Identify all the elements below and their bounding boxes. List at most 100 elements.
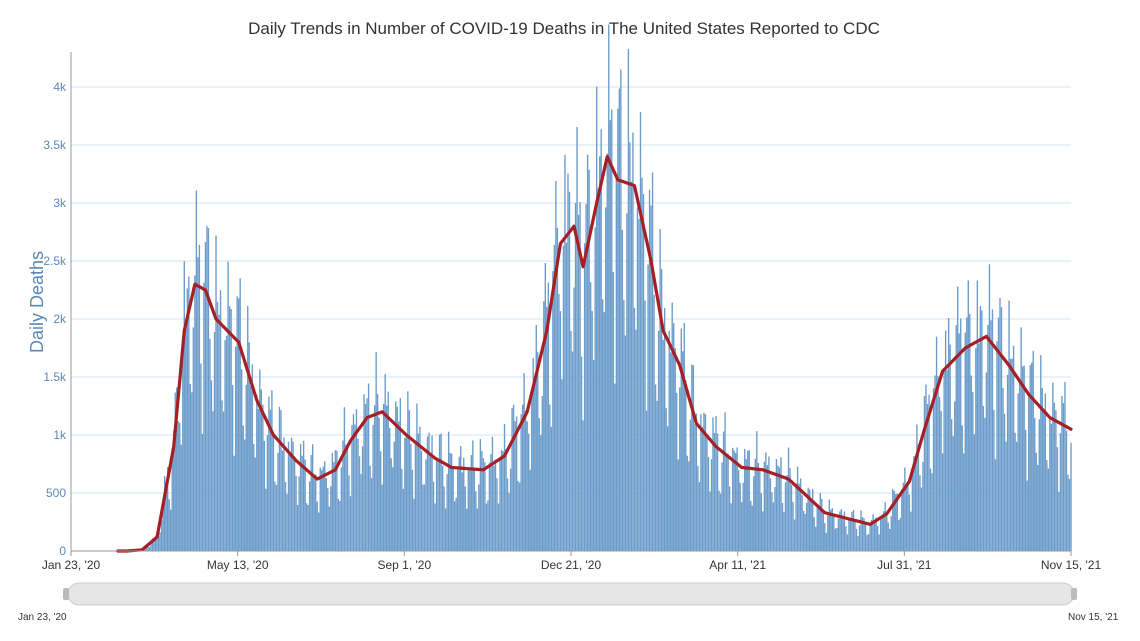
daily-bar: [772, 502, 775, 551]
daily-bar: [173, 430, 175, 551]
daily-bar: [602, 299, 604, 551]
daily-bar: [621, 230, 624, 551]
daily-bar: [1020, 327, 1022, 551]
daily-bar: [940, 410, 942, 551]
daily-bar: [179, 422, 181, 551]
daily-bar: [195, 190, 198, 551]
daily-bar: [685, 380, 687, 551]
navigator-end-label: Nov 15, '21: [1068, 612, 1119, 623]
daily-bar: [858, 525, 861, 551]
daily-bar: [836, 527, 838, 551]
daily-bar: [1064, 382, 1066, 551]
daily-bar: [396, 406, 398, 551]
daily-bar: [946, 369, 948, 551]
daily-bar: [189, 384, 192, 551]
daily-bar: [762, 511, 764, 551]
daily-bar: [216, 302, 219, 551]
daily-bar: [709, 491, 711, 551]
daily-bar: [191, 392, 193, 551]
daily-bar: [463, 457, 465, 551]
daily-bar: [210, 380, 213, 551]
daily-bar: [1059, 433, 1062, 551]
daily-bar: [997, 317, 1000, 551]
daily-bar: [789, 468, 791, 551]
daily-bar: [843, 511, 846, 551]
daily-bar: [950, 419, 953, 551]
daily-bar: [920, 487, 923, 551]
daily-bar: [855, 528, 858, 551]
daily-bar: [849, 519, 852, 551]
daily-bar: [721, 462, 723, 551]
daily-bar: [432, 481, 435, 551]
daily-bar: [630, 181, 633, 551]
daily-bar: [648, 189, 651, 551]
daily-bar: [434, 503, 436, 551]
daily-bar: [174, 392, 176, 551]
daily-bar: [922, 461, 924, 551]
daily-bar: [543, 301, 545, 551]
daily-bar: [660, 269, 663, 551]
daily-bar: [1053, 402, 1056, 551]
daily-bar: [355, 409, 358, 551]
y-tick-label: 1.5k: [43, 370, 67, 384]
daily-bar: [437, 460, 439, 551]
daily-bar: [313, 478, 315, 551]
daily-bar: [745, 459, 747, 551]
daily-bar: [807, 487, 809, 551]
daily-bar: [864, 522, 867, 551]
daily-bar: [372, 424, 374, 551]
daily-bar: [799, 478, 802, 551]
daily-bar: [512, 404, 515, 551]
daily-bar: [960, 318, 962, 551]
daily-bar: [614, 383, 616, 551]
navigator-left-handle[interactable]: [63, 588, 69, 600]
daily-bar: [455, 497, 457, 551]
daily-bar: [407, 391, 409, 551]
daily-bar: [416, 403, 418, 551]
daily-bar: [299, 443, 302, 551]
daily-bar: [958, 333, 960, 551]
daily-bar: [534, 381, 536, 551]
daily-bar: [599, 156, 601, 551]
daily-bar: [265, 488, 267, 551]
daily-bar: [212, 411, 214, 551]
daily-bar: [457, 469, 459, 551]
daily-bar: [531, 392, 533, 551]
daily-bar: [651, 172, 654, 551]
daily-bar: [361, 446, 364, 551]
daily-bar: [206, 226, 208, 551]
navigator-right-handle[interactable]: [1071, 588, 1077, 600]
daily-bar: [573, 287, 575, 551]
daily-bar: [497, 503, 500, 551]
daily-bar: [517, 480, 519, 551]
daily-bar: [780, 457, 782, 551]
daily-bar: [351, 425, 353, 551]
daily-bar: [472, 440, 474, 551]
daily-bar: [555, 181, 557, 551]
daily-bar: [890, 516, 892, 551]
daily-bar: [271, 390, 273, 551]
daily-bar: [469, 467, 471, 551]
daily-bar: [528, 433, 530, 551]
daily-bar: [330, 486, 332, 551]
daily-bar: [449, 453, 451, 551]
daily-bar: [739, 482, 741, 551]
daily-bar: [919, 475, 921, 551]
daily-bar: [281, 450, 284, 551]
daily-bar: [932, 388, 935, 551]
daily-bar: [227, 261, 229, 551]
daily-bar: [319, 467, 321, 551]
range-navigator[interactable]: Jan 23, '20 Nov 15, '21: [18, 582, 1119, 623]
daily-bar: [893, 490, 895, 551]
daily-bar: [1043, 412, 1045, 551]
daily-bar: [182, 355, 184, 551]
daily-bar: [1049, 416, 1051, 551]
daily-bar: [376, 393, 379, 551]
x-tick-label: Jul 31, '21: [877, 558, 932, 572]
daily-bar: [540, 435, 542, 551]
daily-bar: [993, 409, 995, 551]
daily-bar: [697, 465, 699, 551]
daily-bar: [623, 299, 625, 551]
daily-bar: [731, 447, 734, 551]
navigator-track[interactable]: [67, 582, 1075, 606]
